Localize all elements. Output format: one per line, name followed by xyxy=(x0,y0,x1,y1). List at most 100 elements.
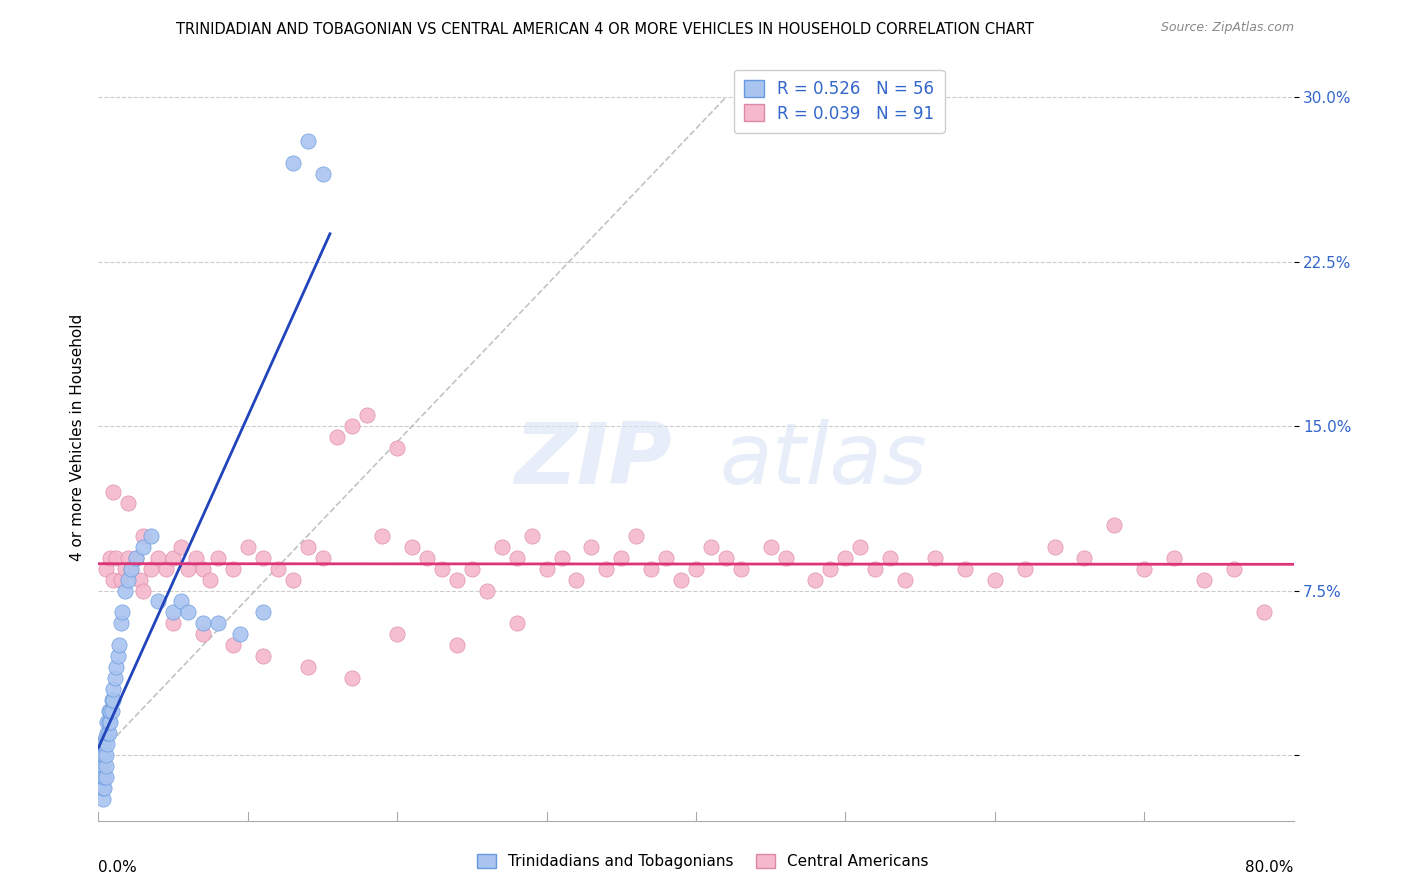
Point xyxy=(98,714,122,729)
Point xyxy=(184,550,207,565)
Point xyxy=(96,726,118,740)
Point xyxy=(311,167,333,181)
Legend: R = 0.526   N = 56, R = 0.039   N = 91: R = 0.526 N = 56, R = 0.039 N = 91 xyxy=(734,70,945,133)
Point xyxy=(96,714,118,729)
Point xyxy=(155,561,177,575)
Point xyxy=(342,419,364,434)
Point xyxy=(97,704,120,718)
Point xyxy=(1073,550,1095,565)
Point xyxy=(894,573,917,587)
Point xyxy=(94,561,117,575)
Point xyxy=(416,550,439,565)
Point xyxy=(91,759,114,773)
Point xyxy=(1253,606,1275,620)
Legend: Trinidadians and Tobagonians, Central Americans: Trinidadians and Tobagonians, Central Am… xyxy=(471,848,935,875)
Point xyxy=(101,704,124,718)
Point xyxy=(110,573,132,587)
Point xyxy=(820,561,842,575)
Point xyxy=(103,682,125,697)
Point xyxy=(90,780,112,795)
Point xyxy=(91,791,114,805)
Point xyxy=(385,441,409,455)
Point xyxy=(326,430,349,444)
Point xyxy=(94,770,117,784)
Point xyxy=(236,540,259,554)
Point xyxy=(401,540,423,554)
Point xyxy=(132,583,155,598)
Point xyxy=(385,627,409,641)
Point xyxy=(89,770,111,784)
Point xyxy=(103,693,125,707)
Point xyxy=(207,550,229,565)
Point xyxy=(252,606,274,620)
Point xyxy=(191,627,214,641)
Point xyxy=(110,616,132,631)
Point xyxy=(506,550,529,565)
Point xyxy=(125,550,148,565)
Point xyxy=(117,550,139,565)
Point xyxy=(669,573,692,587)
Point xyxy=(626,529,648,543)
Point xyxy=(371,529,394,543)
Point xyxy=(103,573,125,587)
Point xyxy=(129,573,152,587)
Point xyxy=(461,561,484,575)
Point xyxy=(91,780,114,795)
Point xyxy=(94,731,117,745)
Point xyxy=(1192,573,1215,587)
Point xyxy=(804,573,827,587)
Point xyxy=(297,134,319,148)
Point xyxy=(640,561,662,575)
Text: atlas: atlas xyxy=(720,418,928,501)
Point xyxy=(550,550,572,565)
Point xyxy=(849,540,872,554)
Point xyxy=(93,747,115,762)
Point xyxy=(169,594,191,608)
Y-axis label: 4 or more Vehicles in Household: 4 or more Vehicles in Household xyxy=(69,313,84,561)
Point xyxy=(953,561,976,575)
Point xyxy=(581,540,603,554)
Point xyxy=(148,550,170,565)
Point xyxy=(775,550,797,565)
Point xyxy=(730,561,752,575)
Point xyxy=(1043,540,1066,554)
Point xyxy=(520,529,543,543)
Point xyxy=(1163,550,1185,565)
Point xyxy=(1104,517,1126,532)
Point xyxy=(252,550,274,565)
Point xyxy=(177,606,200,620)
Point xyxy=(125,550,148,565)
Point xyxy=(98,704,122,718)
Point xyxy=(132,529,155,543)
Point xyxy=(475,583,498,598)
Point xyxy=(1133,561,1156,575)
Text: 80.0%: 80.0% xyxy=(1246,860,1294,875)
Point xyxy=(90,770,112,784)
Point xyxy=(655,550,678,565)
Point xyxy=(91,737,114,751)
Point xyxy=(207,616,229,631)
Point xyxy=(148,594,170,608)
Point xyxy=(139,529,162,543)
Point xyxy=(114,561,136,575)
Point xyxy=(108,638,131,652)
Point xyxy=(114,583,136,598)
Point xyxy=(685,561,707,575)
Point xyxy=(117,496,139,510)
Point xyxy=(105,550,128,565)
Point xyxy=(984,573,1007,587)
Point xyxy=(311,550,333,565)
Point xyxy=(93,780,115,795)
Point xyxy=(107,649,129,664)
Point xyxy=(97,714,120,729)
Point xyxy=(89,737,111,751)
Point xyxy=(120,561,142,575)
Point xyxy=(1014,561,1036,575)
Point xyxy=(177,561,200,575)
Point xyxy=(759,540,782,554)
Point xyxy=(430,561,453,575)
Point xyxy=(89,759,111,773)
Point xyxy=(169,540,191,554)
Point xyxy=(111,606,134,620)
Point xyxy=(139,561,162,575)
